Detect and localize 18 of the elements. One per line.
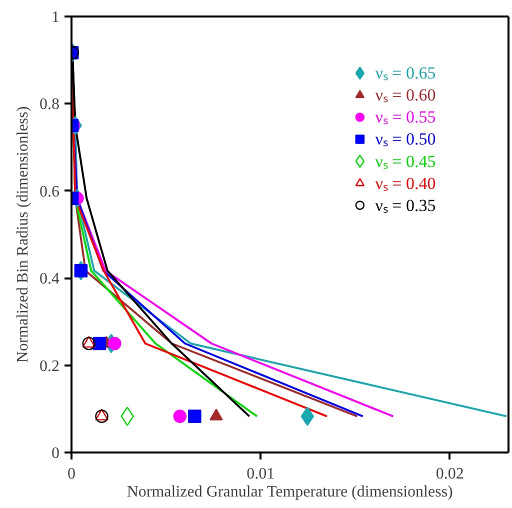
x-tick-label: 0.01 xyxy=(246,466,275,482)
legend-label: νₛ = 0.55 xyxy=(375,108,436,127)
x-axis-title: Normalized Granular Temperature (dimensionless) xyxy=(126,484,453,500)
y-tick-label: 1 xyxy=(52,9,60,26)
y-tick-label: 0.8 xyxy=(40,96,60,114)
y-tick-label: 0.2 xyxy=(40,358,60,375)
legend-label: νₛ = 0.45 xyxy=(375,152,436,171)
y-tick-label: 0.6 xyxy=(40,183,60,200)
legend-label: νₛ = 0.50 xyxy=(375,130,436,149)
y-tick-label: 0 xyxy=(52,445,60,462)
legend-label: νₛ = 0.40 xyxy=(375,174,436,193)
x-tick-label: 0 xyxy=(68,466,76,482)
legend-label: νₛ = 0.35 xyxy=(375,196,436,215)
legend-label: νₛ = 0.60 xyxy=(375,86,436,105)
legend-label: νₛ = 0.65 xyxy=(375,64,436,83)
y-tick-label: 0.4 xyxy=(40,270,60,288)
x-tick-label: 0.02 xyxy=(436,466,464,482)
y-axis-title: Normalized Bin Radius (dimensionless) xyxy=(14,106,32,363)
